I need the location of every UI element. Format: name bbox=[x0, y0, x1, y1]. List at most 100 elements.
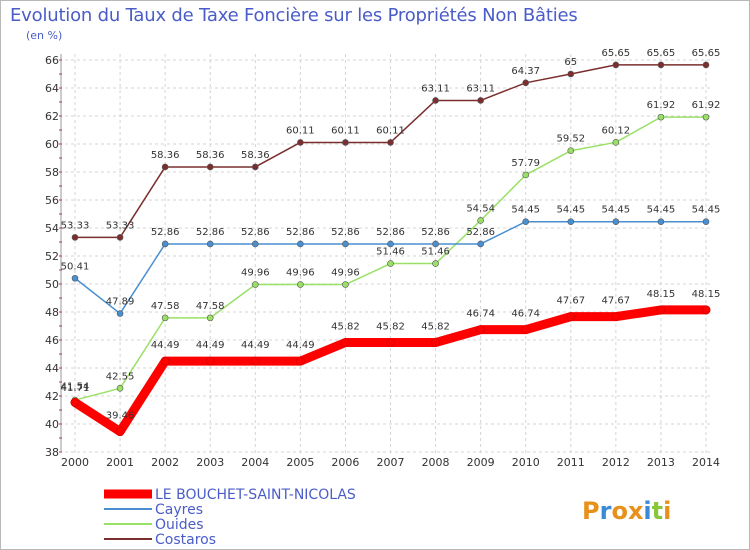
data-label: 47.58 bbox=[196, 301, 225, 312]
data-label: 45.82 bbox=[376, 322, 405, 333]
data-point bbox=[703, 219, 709, 225]
data-point bbox=[657, 306, 665, 314]
data-point bbox=[341, 339, 349, 347]
y-tick-label: 66 bbox=[45, 54, 59, 67]
y-tick-label: 46 bbox=[45, 334, 59, 347]
legend-label: LE BOUCHET-SAINT-NICOLAS bbox=[155, 487, 356, 503]
data-label: 50.41 bbox=[61, 261, 90, 272]
data-point bbox=[297, 282, 303, 288]
data-label: 65.65 bbox=[602, 48, 631, 59]
data-label: 53.33 bbox=[61, 220, 90, 231]
data-point bbox=[117, 311, 123, 317]
x-tick-label: 2000 bbox=[61, 456, 89, 469]
data-label: 42.55 bbox=[106, 371, 135, 382]
data-point bbox=[342, 241, 348, 247]
data-point bbox=[523, 80, 529, 86]
data-point bbox=[71, 398, 79, 406]
data-point bbox=[703, 62, 709, 68]
data-label: 64.37 bbox=[511, 66, 540, 77]
y-tick-label: 50 bbox=[45, 278, 59, 291]
data-label: 49.96 bbox=[286, 268, 315, 279]
y-tick-label: 52 bbox=[45, 250, 59, 263]
legend: LE BOUCHET-SAINT-NICOLASCayresOuidesCost… bbox=[104, 487, 356, 548]
data-point bbox=[658, 114, 664, 120]
data-point bbox=[612, 313, 620, 321]
data-point bbox=[342, 282, 348, 288]
data-point bbox=[433, 261, 439, 267]
x-tick-label: 2008 bbox=[422, 456, 450, 469]
data-label: 41.54 bbox=[61, 381, 90, 392]
data-point bbox=[252, 164, 258, 170]
data-label: 52.86 bbox=[151, 227, 180, 238]
data-label: 65 bbox=[564, 57, 577, 68]
data-point bbox=[117, 234, 123, 240]
data-point bbox=[388, 261, 394, 267]
data-point bbox=[478, 97, 484, 103]
y-tick-label: 60 bbox=[45, 138, 59, 151]
data-point bbox=[207, 315, 213, 321]
data-label: 52.86 bbox=[286, 227, 315, 238]
data-label: 52.86 bbox=[421, 227, 450, 238]
data-label: 54.45 bbox=[556, 205, 585, 216]
data-point bbox=[342, 139, 348, 145]
data-point bbox=[388, 139, 394, 145]
data-point bbox=[206, 357, 214, 365]
data-point bbox=[658, 219, 664, 225]
y-tick-label: 38 bbox=[45, 446, 59, 459]
y-tick-label: 54 bbox=[45, 222, 59, 235]
data-label: 57.79 bbox=[511, 158, 540, 169]
x-tick-label: 2006 bbox=[331, 456, 359, 469]
data-label: 44.49 bbox=[196, 340, 225, 351]
data-label: 54.45 bbox=[602, 205, 631, 216]
data-label: 48.15 bbox=[647, 289, 676, 300]
y-tick-label: 64 bbox=[45, 82, 59, 95]
data-point bbox=[161, 357, 169, 365]
data-point bbox=[297, 139, 303, 145]
data-label: 54.45 bbox=[511, 205, 540, 216]
data-label: 51.46 bbox=[376, 247, 405, 258]
data-label: 61.92 bbox=[692, 100, 721, 111]
data-label: 59.52 bbox=[556, 134, 585, 145]
data-point bbox=[117, 385, 123, 391]
data-label: 60.12 bbox=[602, 125, 631, 136]
data-label: 54.45 bbox=[692, 205, 721, 216]
data-label: 44.49 bbox=[151, 340, 180, 351]
data-label: 47.67 bbox=[602, 296, 631, 307]
data-label: 58.36 bbox=[241, 150, 270, 161]
line-chart: 3840424446485052545658606264662000 2001 20… bbox=[0, 0, 750, 550]
data-label: 39.46 bbox=[106, 411, 135, 422]
x-tick-label: 2003 bbox=[196, 456, 224, 469]
data-label: 51.46 bbox=[421, 247, 450, 258]
x-tick-label: 2013 bbox=[647, 456, 675, 469]
data-point bbox=[568, 71, 574, 77]
data-label: 47.89 bbox=[106, 297, 135, 308]
data-point bbox=[568, 219, 574, 225]
data-point bbox=[162, 241, 168, 247]
data-label: 65.65 bbox=[692, 48, 721, 59]
data-label: 60.11 bbox=[286, 125, 315, 136]
data-point bbox=[252, 282, 258, 288]
x-tick-label: 2010 bbox=[512, 456, 540, 469]
x-tick-label: 2004 bbox=[241, 456, 269, 469]
data-label: 46.74 bbox=[466, 309, 495, 320]
data-label: 45.82 bbox=[421, 322, 450, 333]
data-point bbox=[387, 339, 395, 347]
legend-label: Ouides bbox=[155, 517, 204, 533]
data-point bbox=[703, 114, 709, 120]
x-tick-label: 2005 bbox=[286, 456, 314, 469]
data-label: 65.65 bbox=[647, 48, 676, 59]
data-label: 61.92 bbox=[647, 100, 676, 111]
data-point bbox=[297, 241, 303, 247]
data-label: 58.36 bbox=[196, 150, 225, 161]
data-point bbox=[252, 241, 258, 247]
data-label: 49.96 bbox=[331, 268, 360, 279]
data-point bbox=[523, 219, 529, 225]
data-label: 49.96 bbox=[241, 268, 270, 279]
data-label: 63.11 bbox=[421, 83, 450, 94]
data-point bbox=[477, 326, 485, 334]
data-point bbox=[613, 139, 619, 145]
data-point bbox=[116, 428, 124, 436]
data-label: 47.67 bbox=[556, 296, 585, 307]
data-label: 52.86 bbox=[241, 227, 270, 238]
y-tick-label: 62 bbox=[45, 110, 59, 123]
